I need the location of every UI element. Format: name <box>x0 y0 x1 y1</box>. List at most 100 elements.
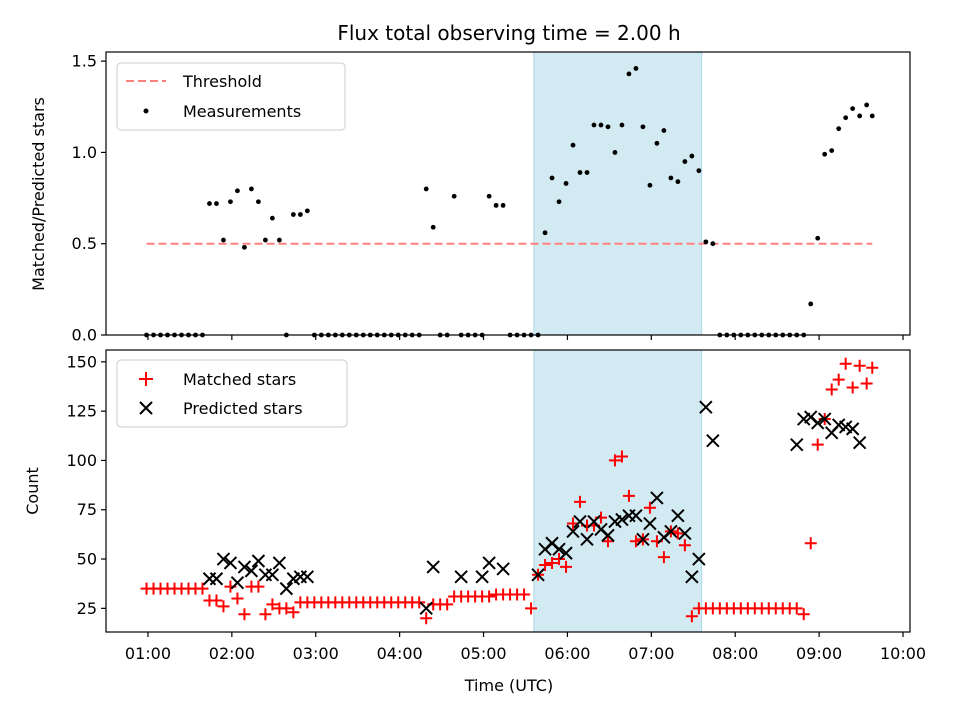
predicted-point <box>636 532 650 547</box>
predicted-point <box>300 570 315 584</box>
predicted-point <box>251 554 266 568</box>
bottom-y-tick-label: 75 <box>77 500 97 519</box>
measurement-point <box>829 148 835 153</box>
measurement-point <box>228 199 233 205</box>
predicted-point <box>230 575 245 590</box>
bottom-y-axis-label: Count <box>23 467 42 515</box>
measurement-point <box>591 122 597 128</box>
predicted-point <box>454 570 468 584</box>
matched-point <box>615 450 628 463</box>
predicted-point <box>706 434 720 448</box>
predicted-point <box>643 516 657 531</box>
bottom-y-tick-label: 100 <box>66 451 97 470</box>
x-tick-label: 10:00 <box>880 644 926 663</box>
measurement-point <box>269 215 275 221</box>
bottom-y-tick-label: 50 <box>77 550 97 569</box>
measurement-point <box>297 212 303 217</box>
top-y-tick-label: 1.0 <box>72 143 97 162</box>
matched-point <box>685 610 698 623</box>
matched-point <box>846 381 859 394</box>
measurement-point <box>822 151 828 157</box>
measurement-point <box>696 168 702 174</box>
matched-point <box>839 357 852 370</box>
measurement-point <box>682 159 688 164</box>
bottom-panel: 25 50 75 100 125 150 01:00 02:00 03:00 04:00 05:0… <box>23 350 926 695</box>
measurement-point <box>703 239 709 245</box>
matched-point <box>441 598 454 611</box>
predicted-points <box>203 401 867 616</box>
matched-point <box>518 588 531 601</box>
predicted-point <box>216 552 231 566</box>
matched-point <box>657 551 670 564</box>
measurement-point <box>500 202 506 208</box>
top-panel: 0.0 0.5 1.0 1.5 Matched/Predicted stars Thr… <box>29 51 911 345</box>
measurement-point <box>710 241 716 247</box>
measurement-point <box>276 237 282 243</box>
bottom-legend-box <box>116 359 348 428</box>
measurement-point <box>857 113 863 119</box>
predicted-point <box>692 552 706 566</box>
top-legend: Threshold Measurements <box>116 62 346 131</box>
measurement-point <box>563 181 569 186</box>
measurement-point <box>486 193 492 199</box>
predicted-point <box>223 556 238 570</box>
x-tick-label: 08:00 <box>712 644 758 663</box>
legend-predicted-label: Predicted stars <box>183 399 303 418</box>
measurement-point <box>640 124 646 130</box>
legend-threshold-label: Threshold <box>182 72 262 91</box>
predicted-point <box>531 568 545 582</box>
x-tick-label: 03:00 <box>293 644 339 663</box>
measurement-point <box>626 71 632 77</box>
predicted-point <box>811 416 825 430</box>
measurement-point <box>235 188 240 194</box>
top-y-tick-label: 0.0 <box>72 326 97 345</box>
bottom-y-tick-label: 125 <box>66 402 97 421</box>
predicted-point <box>817 412 832 426</box>
legend-measurements-label: Measurements <box>183 102 301 121</box>
measurement-point <box>451 193 457 199</box>
matched-point <box>825 383 838 396</box>
measurement-point <box>864 102 870 108</box>
matched-point <box>280 602 293 615</box>
matched-point <box>574 495 587 508</box>
predicted-point <box>790 437 804 452</box>
predicted-point <box>566 524 580 539</box>
measurement-point <box>668 175 674 181</box>
predicted-point <box>852 435 867 450</box>
chart-title: Flux total observing time = 2.00 h <box>337 21 680 45</box>
matched-point <box>797 608 810 621</box>
measurement-point <box>556 199 562 205</box>
measurement-point <box>647 182 653 188</box>
measurement-point <box>577 170 583 175</box>
predicted-point <box>244 564 259 578</box>
measurement-point <box>836 126 842 132</box>
matched-point <box>266 598 279 611</box>
measurement-point <box>542 230 548 236</box>
predicted-point <box>272 556 287 570</box>
matched-point <box>790 602 803 615</box>
top-y-tick-label: 1.5 <box>72 52 97 71</box>
measurement-point <box>619 122 625 128</box>
legend-matched-label: Matched stars <box>183 370 296 389</box>
measurement-point <box>598 122 604 128</box>
predicted-point <box>482 556 496 570</box>
predicted-point <box>671 508 685 523</box>
top-legend-box <box>116 62 346 131</box>
predicted-point <box>678 526 692 541</box>
measurement-point <box>675 179 681 185</box>
matched-point <box>287 606 300 619</box>
matched-point <box>601 535 614 548</box>
matched-point <box>546 556 559 569</box>
matched-points <box>140 357 879 625</box>
predicted-point <box>552 542 566 556</box>
measurement-point <box>843 115 849 121</box>
predicted-point <box>664 524 678 539</box>
predicted-point <box>685 570 699 584</box>
top-y-ticks: 0.0 0.5 1.0 1.5 <box>72 52 106 345</box>
predicted-point <box>265 568 280 582</box>
measurement-point <box>584 170 590 175</box>
measurement-point <box>221 237 226 243</box>
predicted-point <box>573 514 587 529</box>
measurement-point <box>430 224 436 230</box>
